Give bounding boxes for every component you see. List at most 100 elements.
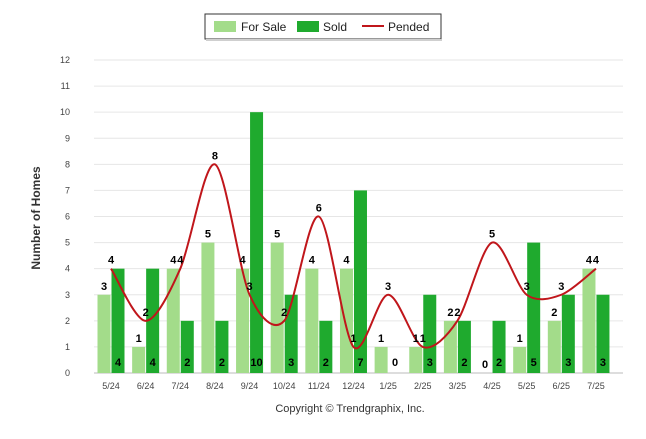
x-tick-labels: 5/24 6/24 7/24 8/24 9/24 10/24 11/24 12/24 1/25 2…: [102, 381, 604, 391]
legend-swatch-for-sale: [214, 21, 236, 32]
legend-item-pended[interactable]: Pended: [362, 20, 429, 34]
pended-data-label: 3: [385, 281, 391, 293]
pended-data-label: 4: [177, 255, 184, 267]
y-tick-label: 11: [61, 81, 70, 91]
sold-data-label: 2: [219, 357, 225, 369]
legend-item-sold[interactable]: Sold: [297, 20, 347, 34]
x-tick-label: 5/24: [102, 381, 120, 391]
x-tick-label: 3/25: [449, 381, 467, 391]
y-tick-label: 1: [65, 342, 70, 352]
x-tick-label: 8/24: [206, 381, 224, 391]
sold-bar: [457, 320, 471, 373]
sold-bar: [319, 320, 333, 373]
for-sale-bar: [132, 346, 146, 373]
sold-data-label: 3: [427, 357, 433, 369]
sold-bar: [111, 268, 125, 373]
y-tick-label: 3: [65, 290, 70, 300]
sold-data-label: 4: [115, 357, 122, 369]
y-tick-label: 2: [65, 316, 70, 326]
x-tick-label: 4/25: [483, 381, 501, 391]
sold-bar: [423, 294, 437, 373]
y-tick-label: 6: [65, 212, 70, 222]
legend-label-for-sale: For Sale: [241, 20, 287, 34]
for-sale-bar: [582, 268, 596, 373]
pended-data-label: 3: [558, 281, 564, 293]
for-sale-bar: [97, 294, 111, 373]
for-sale-data-label: 2: [551, 307, 557, 319]
y-tick-label: 10: [60, 107, 70, 117]
for-sale-data-label: 5: [205, 229, 211, 241]
sold-data-label: 2: [461, 357, 467, 369]
legend-box-shadow: [206, 39, 442, 41]
sold-bar: [596, 294, 610, 373]
for-sale-data-label: 1: [413, 333, 419, 345]
sold-bar: [492, 320, 506, 373]
y-tick-label: 4: [65, 264, 70, 274]
for-sale-data-label: 4: [586, 255, 593, 267]
pended-line-path: [110, 163, 597, 350]
for-sale-bar: [339, 268, 353, 373]
pended-data-label: 3: [246, 281, 252, 293]
for-sale-data-label: 1: [378, 333, 384, 345]
sold-bar: [250, 112, 264, 374]
pended-data-label: 2: [454, 307, 460, 319]
pended-data-label: 3: [524, 281, 530, 293]
x-tick-label: 6/25: [553, 381, 571, 391]
x-tick-label: 9/24: [241, 381, 259, 391]
x-tick-label: 10/24: [273, 381, 296, 391]
y-tick-label: 9: [65, 133, 70, 143]
pended-data-label: 2: [281, 307, 287, 319]
legend-item-for-sale[interactable]: For Sale: [214, 20, 287, 34]
for-sale-bar: [443, 320, 457, 373]
y-axis-label: Number of Homes: [29, 166, 43, 270]
pended-data-label: 2: [143, 307, 149, 319]
for-sale-data-label: 2: [447, 307, 453, 319]
sold-data-label: 3: [565, 357, 571, 369]
for-sale-data-label: 4: [343, 255, 350, 267]
y-tick-label: 8: [65, 159, 70, 169]
y-tick-label: 5: [65, 238, 70, 248]
for-sale-bar: [547, 320, 561, 373]
pended-data-label: 4: [593, 255, 600, 267]
sold-data-label: 2: [323, 357, 329, 369]
sold-bar: [180, 320, 194, 373]
x-tick-label: 7/24: [172, 381, 190, 391]
for-sale-data-label: 4: [309, 255, 316, 267]
sold-bar: [561, 294, 575, 373]
sold-data-label: 10: [250, 357, 262, 369]
sold-data-label: 7: [357, 357, 363, 369]
for-sale-data-label: 5: [274, 229, 280, 241]
sold-bar: [353, 190, 367, 373]
for-sale-data-label: 4: [170, 255, 177, 267]
x-tick-label: 6/24: [137, 381, 155, 391]
for-sale-bar: [374, 346, 388, 373]
x-tick-label: 12/24: [342, 381, 365, 391]
pended-data-label: 1: [350, 333, 356, 345]
legend-label-pended: Pended: [388, 20, 429, 34]
pended-data-label: 4: [108, 255, 115, 267]
copyright-text: Copyright © Trendgraphix, Inc.: [275, 403, 424, 415]
pended-data-label: 5: [489, 229, 495, 241]
y-tick-label: 0: [65, 368, 70, 378]
y-tick-label: 12: [60, 55, 70, 65]
legend[interactable]: For Sale Sold Pended: [204, 13, 442, 41]
sold-bar: [527, 242, 541, 373]
sold-data-label: 3: [600, 357, 606, 369]
for-sale-data-label: 1: [517, 333, 523, 345]
legend-label-sold: Sold: [323, 20, 347, 34]
x-tick-label: 5/25: [518, 381, 536, 391]
for-sale-bar: [270, 242, 284, 373]
for-sale-bar: [513, 346, 527, 373]
sold-data-label: 2: [496, 357, 502, 369]
x-tick-label: 7/25: [587, 381, 605, 391]
legend-swatch-sold: [297, 21, 319, 32]
for-sale-data-label: 3: [101, 281, 107, 293]
for-sale-bar: [409, 346, 423, 373]
pended-line: [110, 163, 597, 350]
for-sale-bar: [236, 268, 250, 373]
bars: [97, 112, 610, 374]
for-sale-data-label: 1: [136, 333, 142, 345]
